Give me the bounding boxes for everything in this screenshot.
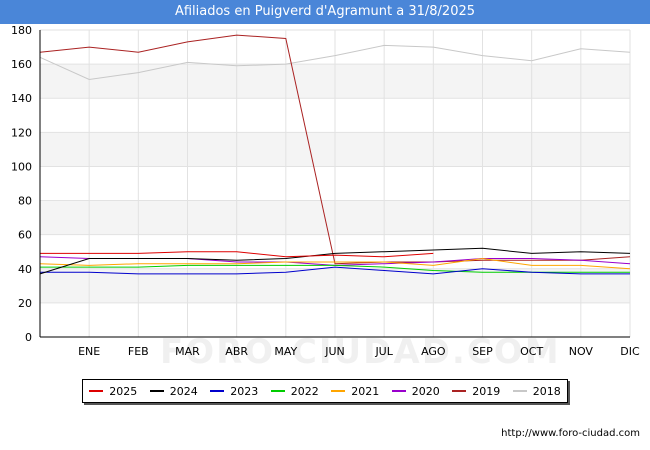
legend: 2025 2024 2023 2022 2021 2020 2019 2018: [82, 379, 568, 403]
watermark-text: FORO-CIUDAD.COM: [160, 332, 561, 372]
y-axis-ticks: 0 20 40 60 80 100 120 140 160 180: [11, 24, 32, 344]
x-tick-label: ABR: [225, 345, 248, 358]
legend-label: 2025: [109, 384, 138, 398]
legend-swatch: [270, 390, 285, 392]
series-line-2023: [40, 266, 630, 275]
legend-swatch: [331, 390, 346, 392]
legend-swatch: [89, 390, 104, 392]
y-tick-label: 60: [18, 229, 32, 242]
x-tick-label: ENE: [78, 345, 100, 358]
y-tick-label: 80: [18, 195, 32, 208]
legend-label: 2023: [230, 384, 259, 398]
x-axis-ticks: ENE FEB MAR ABR MAY JUN JUL AGO SEP OCT NOV DIC: [78, 345, 640, 358]
series-line-2019: [39, 34, 631, 265]
x-tick-label: JUN: [324, 345, 345, 358]
x-tick-label: MAR: [175, 345, 200, 358]
legend-item-2023: 2023: [210, 385, 258, 398]
y-tick-label: 20: [18, 297, 32, 310]
legend-label: 2022: [290, 384, 319, 398]
x-tick-label: NOV: [569, 345, 594, 358]
legend-label: 2020: [411, 384, 440, 398]
legend-label: 2024: [169, 384, 198, 398]
y-tick-label: 120: [11, 126, 32, 139]
y-tick-label: 160: [11, 58, 32, 71]
y-tick-label: 100: [11, 160, 32, 173]
source-url[interactable]: http://www.foro-ciudad.com: [501, 428, 640, 439]
legend-item-2020: 2020: [391, 384, 440, 398]
legend-swatch: [512, 390, 527, 392]
series-line-2025: [40, 251, 434, 258]
gridlines: [40, 29, 631, 338]
legend-swatch: [391, 390, 406, 392]
legend-item-2025: 2025: [89, 385, 137, 398]
series-line-2021: [39, 257, 631, 270]
series-line-2024: [39, 247, 631, 275]
legend-item-2024: 2024: [149, 384, 198, 398]
legend-item-2021: 2021: [331, 385, 379, 398]
x-tick-label: JUL: [374, 345, 393, 358]
x-tick-label: FEB: [128, 345, 149, 358]
series-line-2018: [39, 44, 631, 81]
chart-title: Afiliados en Puigverd d'Agramunt a 31/8/…: [0, 0, 650, 24]
x-tick-label: AGO: [421, 345, 446, 358]
legend-swatch: [210, 390, 225, 392]
y-tick-label: 40: [18, 263, 32, 276]
legend-swatch: [149, 390, 164, 392]
axes: [39, 30, 630, 338]
x-tick-label: SEP: [472, 345, 493, 358]
legend-label: 2018: [532, 384, 561, 398]
x-tick-label: DIC: [620, 345, 640, 358]
y-tick-label: 0: [25, 331, 32, 344]
legend-item-2022: 2022: [270, 384, 319, 398]
series-lines: [39, 34, 631, 275]
legend-item-2018: 2018: [512, 384, 561, 398]
legend-swatch: [452, 390, 467, 392]
legend-item-2019: 2019: [452, 385, 500, 398]
x-tick-label: MAY: [274, 345, 297, 358]
legend-label: 2021: [351, 384, 380, 398]
y-tick-label: 140: [11, 92, 32, 105]
x-tick-label: OCT: [520, 345, 543, 358]
legend-label: 2019: [472, 384, 501, 398]
y-tick-label: 180: [11, 24, 32, 37]
